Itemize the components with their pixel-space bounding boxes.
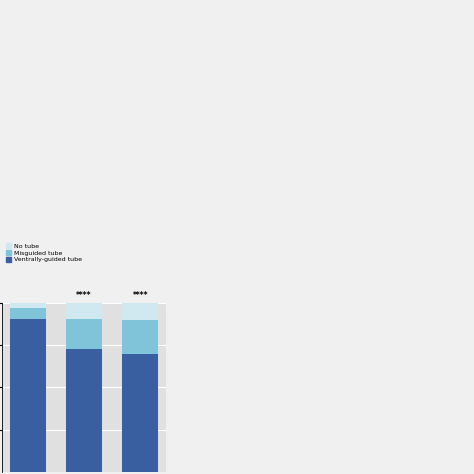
Text: ****: **** — [133, 291, 148, 300]
Bar — [66, 349, 102, 472]
Text: ****: **** — [76, 291, 92, 300]
Bar — [10, 303, 46, 309]
Bar — [10, 319, 46, 472]
Legend: No tube, Misguided tube, Ventrally-guided tube: No tube, Misguided tube, Ventrally-guide… — [6, 243, 82, 263]
Bar — [10, 309, 46, 319]
Bar — [66, 319, 102, 349]
Bar — [122, 320, 158, 354]
Bar — [122, 303, 158, 320]
Bar — [122, 354, 158, 472]
Bar — [66, 303, 102, 319]
